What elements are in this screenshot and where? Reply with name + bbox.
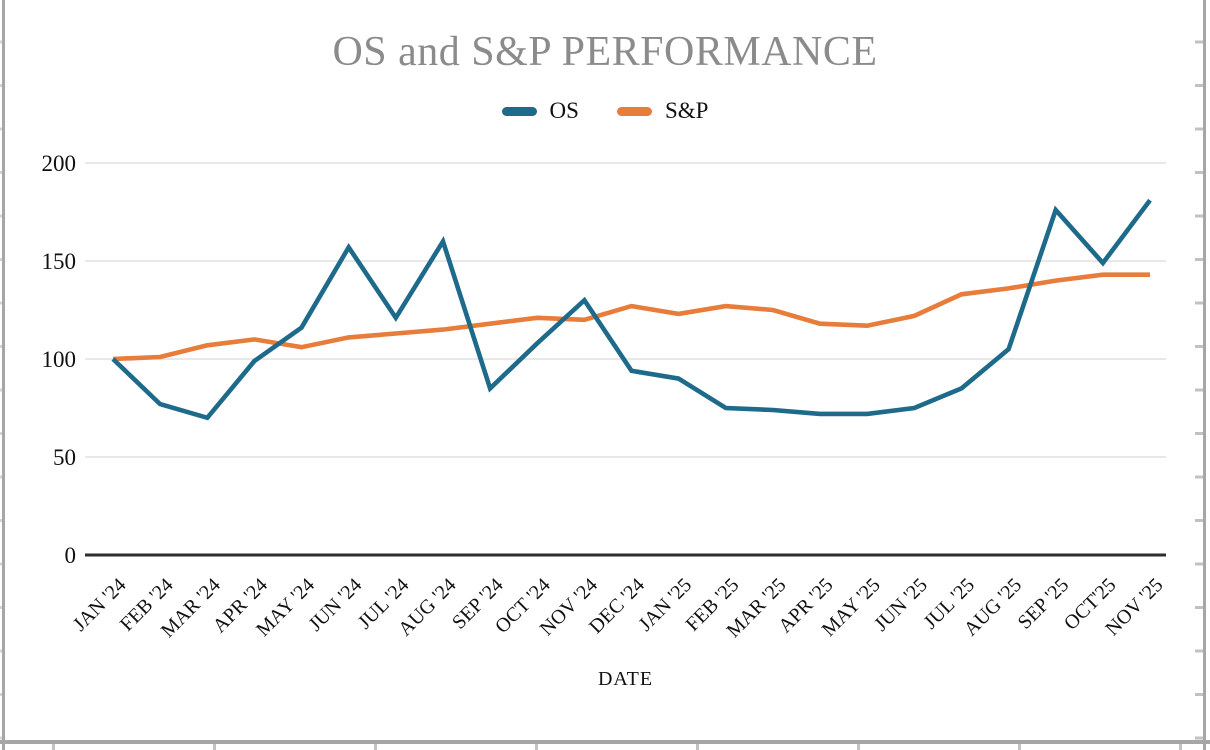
line-series-os — [111, 198, 1152, 421]
y-axis-tick-label: 200 — [42, 151, 77, 176]
y-axis-tick-label: 50 — [53, 445, 76, 470]
frame-border-bottom — [0, 740, 1210, 744]
legend-swatch-sp — [616, 106, 652, 116]
legend-swatch-os — [501, 106, 537, 116]
legend-item-os: OS — [501, 98, 579, 124]
y-axis-tick-label: 100 — [42, 347, 77, 372]
spreadsheet-column-ticks — [52, 744, 1210, 750]
frame-border-right — [1203, 0, 1206, 750]
chart-legend: OS S&P — [0, 97, 1210, 125]
x-axis-tick-label: JUN '24 — [305, 574, 367, 636]
y-axis-tick-label: 150 — [42, 249, 77, 274]
legend-item-sp: S&P — [616, 98, 709, 124]
legend-label-os: OS — [549, 98, 579, 123]
x-axis-title: DATE — [597, 668, 654, 690]
y-axis-tick-label: 0 — [65, 543, 77, 568]
line-series-sp — [112, 272, 1150, 362]
chart-title: OS and S&P PERFORMANCE — [332, 29, 878, 75]
spreadsheet-row-ticks-left — [0, 0, 2, 750]
spreadsheet-row-ticks — [1195, 0, 1203, 750]
legend-label-sp: S&P — [664, 98, 709, 123]
frame-border-left — [2, 0, 5, 750]
x-axis-tick-label: JUN '25 — [870, 574, 932, 636]
